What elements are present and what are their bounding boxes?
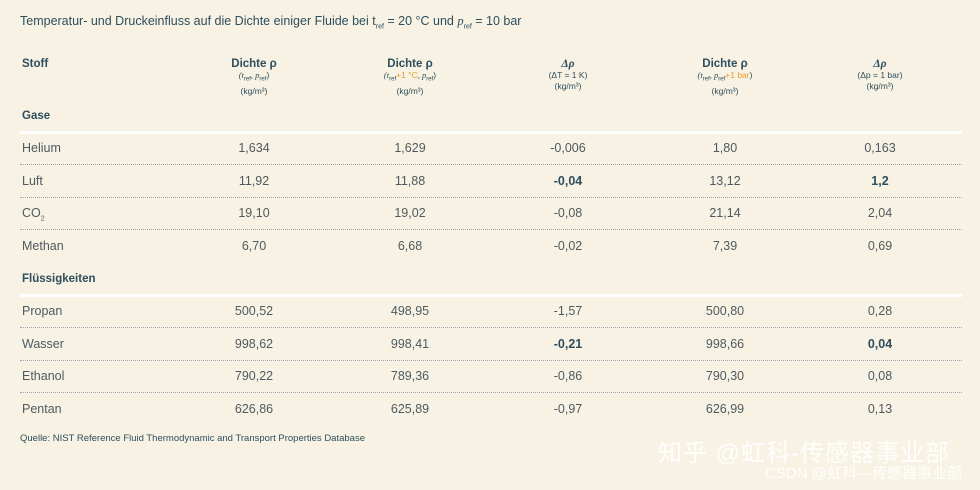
cell-value-3: -0,86	[553, 369, 583, 384]
table-row: Propan 500,52 498,95 -1,57 500,80 0,28	[20, 295, 962, 327]
table-row: Ethanol 790,22 789,36 -0,86 790,30 0,08	[20, 360, 962, 392]
cell-value-2: 498,95	[390, 304, 430, 318]
header-stoff: Stoff	[22, 58, 49, 70]
cell-value-5: 0,28	[867, 304, 893, 318]
row-separator	[20, 392, 962, 394]
cell-value-1: 19,10	[238, 206, 270, 221]
cell-value-1: 626,86	[234, 402, 274, 417]
cell-value-4: 626,99	[705, 402, 745, 417]
cell-value-4: 790,30	[705, 369, 745, 384]
table-row: Wasser 998,62 998,41 -0,21 998,66 0,04	[20, 328, 962, 360]
cell-value-3: -0,04	[553, 173, 583, 188]
header-dichte-druck: Dichte ρ (tref, pref+1 bar) (kg/m³)	[697, 58, 753, 96]
cell-value-2: 625,89	[390, 402, 430, 417]
cell-value-2: 6,68	[397, 239, 423, 254]
cell-value-4: 21,14	[709, 206, 741, 221]
cell-value-5: 0,04	[867, 336, 893, 351]
cell-value-1: 6,70	[241, 239, 267, 254]
cell-value-4: 13,12	[709, 173, 741, 188]
cell-value-5: 1,2	[871, 173, 889, 188]
cell-value-3: -0,02	[553, 239, 583, 254]
watermark-csdn: CSDN @虹科—传感器事业部	[765, 465, 962, 482]
cell-stoff: CO2	[22, 206, 45, 223]
cell-value-2: 998,41	[390, 336, 430, 351]
section-gase: Gase	[22, 110, 51, 122]
cell-stoff: Propan	[22, 304, 63, 318]
source-note: Quelle: NIST Reference Fluid Thermodynam…	[20, 433, 365, 444]
row-separator	[20, 164, 962, 165]
table-row: Methan 6,70 6,68 -0,02 7,39 0,69	[20, 230, 962, 262]
cell-value-3: -0,006	[550, 141, 586, 155]
header-dichte-temp: Dichte ρ (tref+1 °C, pref) (kg/m³)	[383, 58, 437, 96]
cell-value-3: -0,21	[553, 336, 583, 351]
table-row: CO2 19,10 19,02 -0,08 21,14 2,04	[20, 197, 962, 229]
separator	[20, 131, 962, 134]
cell-value-1: 11,92	[238, 173, 270, 188]
cell-value-5: 0,13	[867, 402, 893, 417]
cell-value-2: 1,629	[394, 141, 426, 155]
cell-value-5: 0,163	[864, 141, 896, 155]
cell-value-4: 1,80	[712, 141, 738, 155]
cell-value-2: 11,88	[394, 173, 426, 188]
header-delta-temp: Δρ (ΔT = 1 K) (kg/m³)	[548, 58, 588, 91]
cell-value-5: 0,69	[867, 239, 893, 254]
cell-value-1: 790,22	[234, 369, 274, 384]
header-delta-druck: Δρ (Δp = 1 bar) (kg/m³)	[857, 58, 903, 91]
cell-value-1: 1,634	[238, 141, 270, 155]
row-separator	[20, 229, 962, 231]
cell-value-4: 500,80	[705, 304, 745, 318]
table-row: Luft 11,92 11,88 -0,04 13,12 1,2	[20, 165, 962, 197]
table-row: Pentan 626,86 625,89 -0,97 626,99 0,13	[20, 393, 962, 425]
cell-stoff: Ethanol	[22, 369, 65, 384]
row-separator	[20, 196, 962, 198]
table-row: Helium 1,634 1,629 -0,006 1,80 0,163	[20, 132, 962, 164]
cell-stoff: Helium	[22, 141, 61, 155]
cell-value-4: 7,39	[712, 239, 738, 254]
cell-stoff: Luft	[22, 173, 43, 188]
cell-value-2: 789,36	[390, 369, 430, 384]
separator	[20, 294, 962, 297]
cell-stoff: Wasser	[22, 336, 64, 351]
section-fluessigkeiten: Flüssigkeiten	[22, 273, 96, 285]
cell-value-1: 998,62	[234, 336, 274, 351]
table-title: Temperatur- und Druckeinfluss auf die Di…	[20, 14, 522, 31]
cell-value-5: 0,08	[867, 369, 893, 384]
cell-stoff: Methan	[22, 239, 64, 254]
watermark-zhihu: 知乎 @虹科-传感器事业部	[657, 440, 950, 467]
row-separator	[20, 327, 962, 328]
cell-value-3: -0,97	[553, 402, 583, 417]
cell-stoff: Pentan	[22, 402, 62, 417]
cell-value-4: 998,66	[705, 336, 745, 351]
header-dichte-ref: Dichte ρ (tref, pref) (kg/m³)	[231, 58, 277, 96]
row-separator	[20, 359, 962, 361]
cell-value-1: 500,52	[234, 304, 274, 318]
cell-value-3: -1,57	[553, 304, 583, 318]
cell-value-2: 19,02	[394, 206, 426, 221]
cell-value-5: 2,04	[867, 206, 893, 221]
cell-value-3: -0,08	[553, 206, 583, 221]
